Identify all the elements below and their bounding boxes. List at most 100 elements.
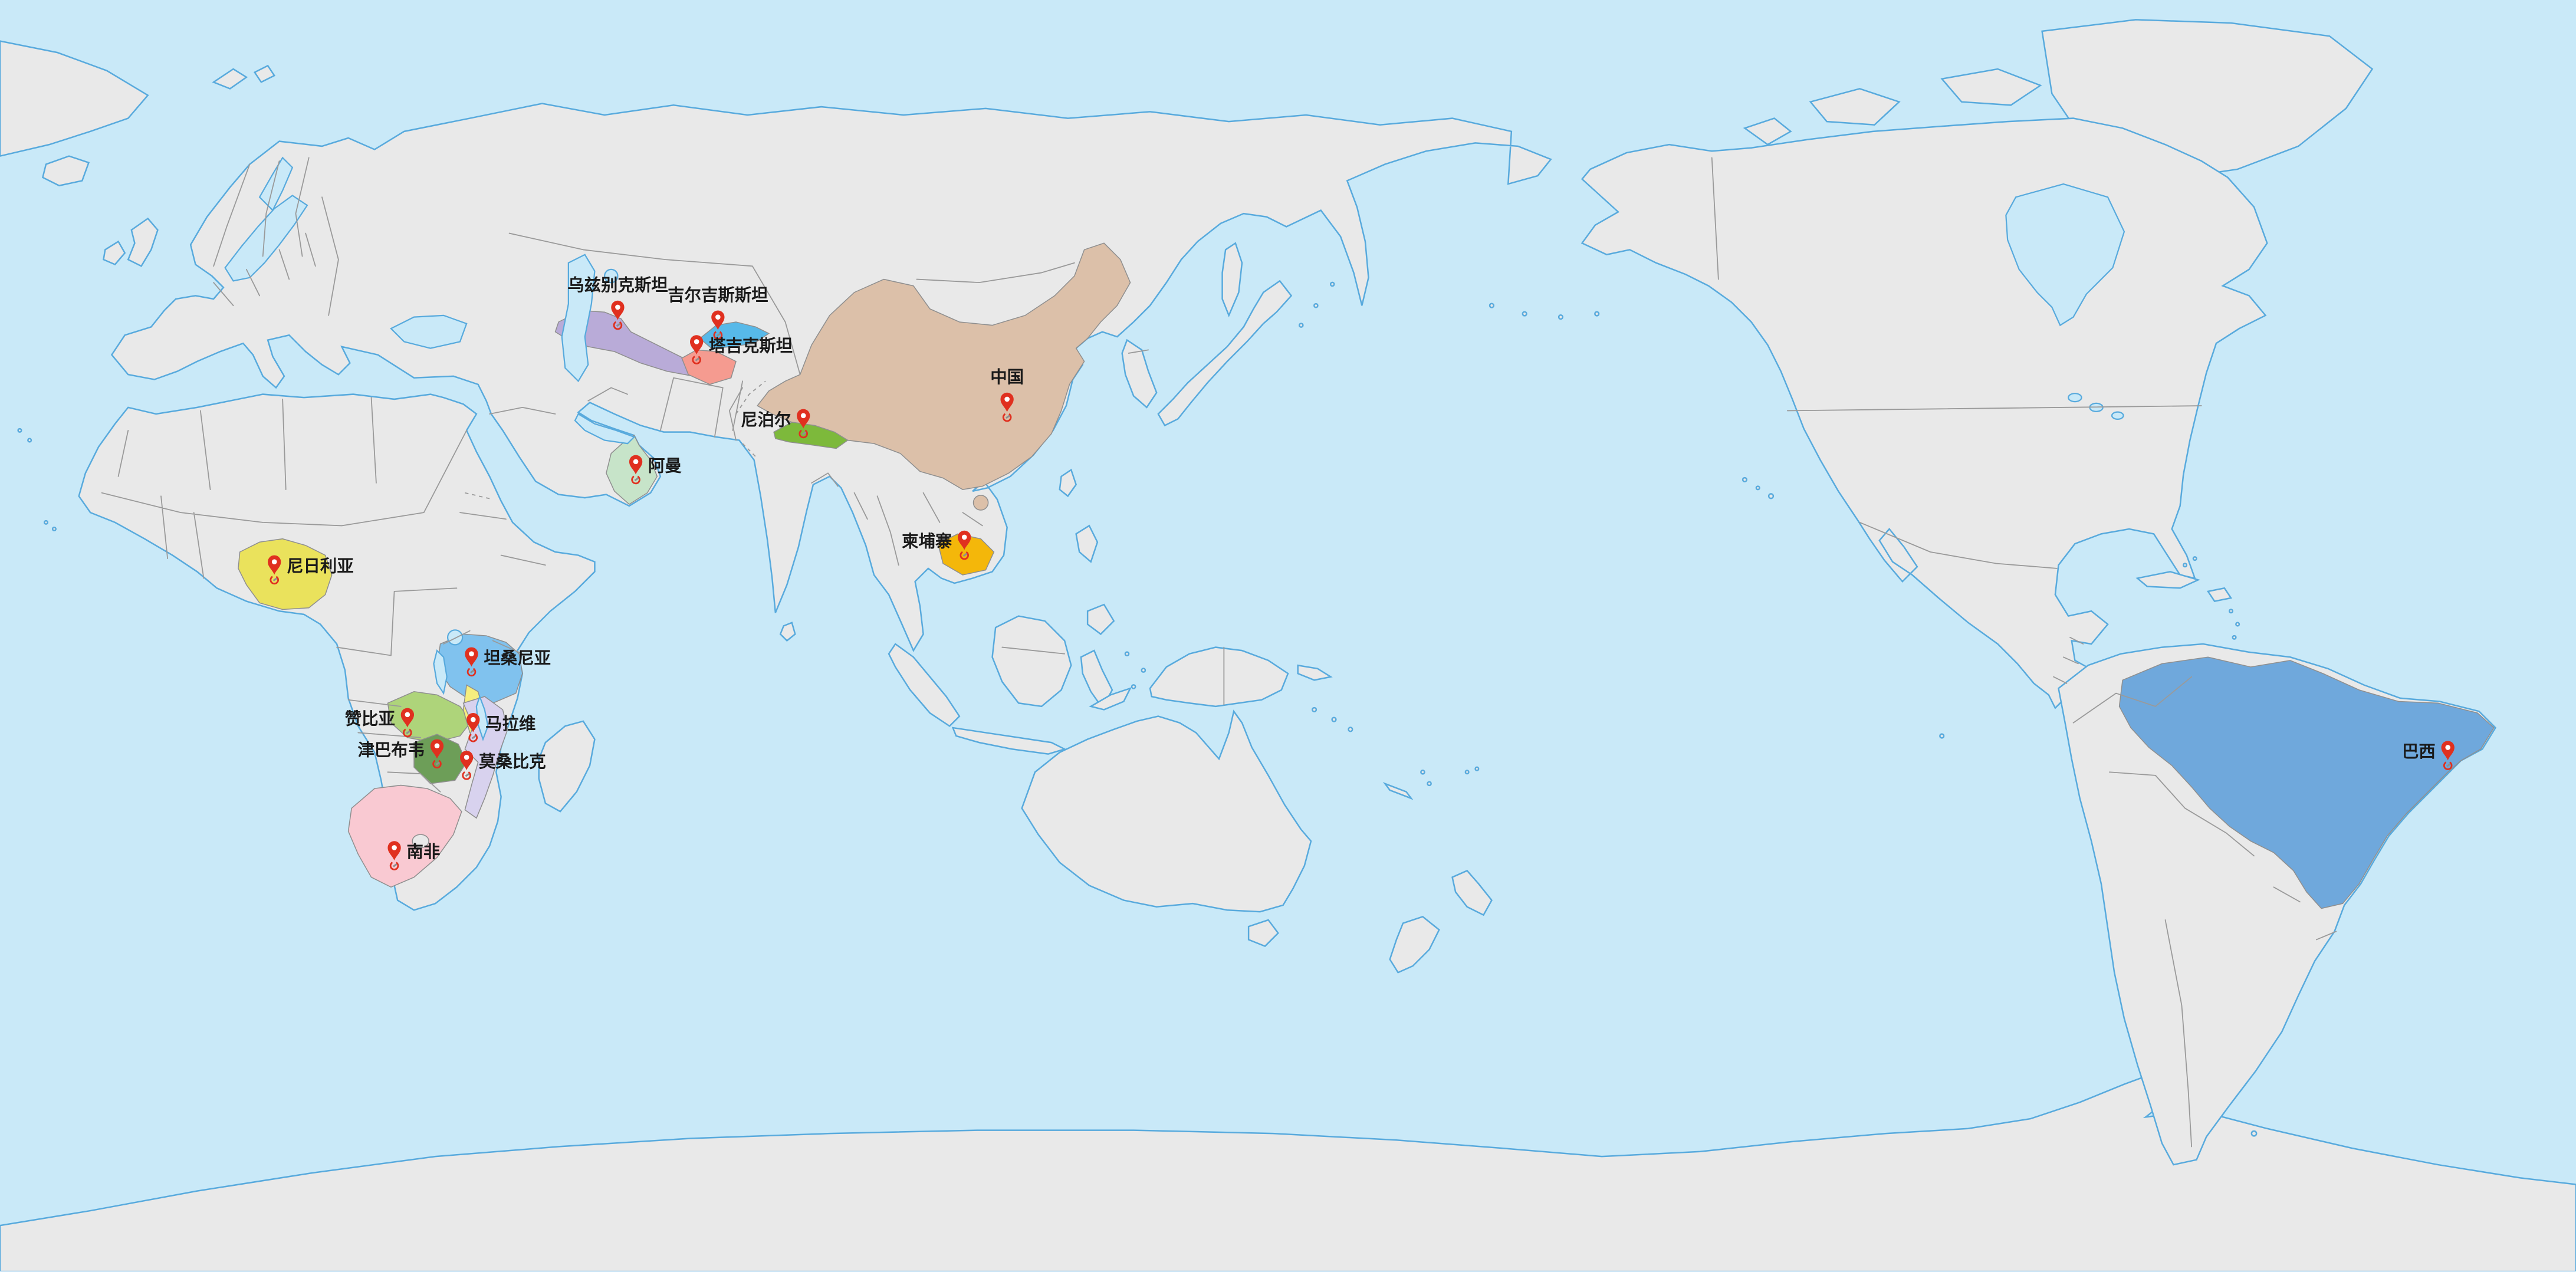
arctic-islands — [1743, 68, 2042, 146]
new-zealand-north — [1451, 869, 1493, 916]
new-zealand-south — [1389, 916, 1440, 974]
location-pin-icon[interactable] — [690, 335, 704, 355]
anchor-mark-icon — [716, 333, 721, 337]
country-label-mozambique: 莫桑比克 — [479, 752, 546, 771]
great-lake-1 — [2068, 393, 2082, 403]
location-pin-icon[interactable] — [466, 712, 480, 732]
country-shape-tanzania[interactable] — [436, 633, 523, 704]
greenland-east — [0, 40, 149, 157]
korea-peninsula — [1121, 338, 1158, 409]
persian-gulf — [574, 413, 636, 445]
anchor-ring-icon — [960, 550, 970, 560]
location-pin-icon[interactable] — [465, 647, 478, 667]
pin-hole-icon — [800, 413, 806, 419]
location-pin-icon[interactable] — [400, 708, 415, 728]
country-shape-china-hainan[interactable] — [972, 495, 989, 511]
map-pin-oman[interactable]: 阿曼 — [629, 455, 682, 485]
caspian-sea — [561, 254, 596, 383]
map-pin-uzbekistan[interactable]: 乌兹别克斯坦 — [567, 275, 668, 330]
location-pin-icon[interactable] — [611, 300, 625, 320]
anchor-ring-icon — [2443, 761, 2453, 770]
map-pin-nepal[interactable]: 尼泊尔 — [741, 409, 810, 439]
anchor-mark-icon — [406, 730, 410, 735]
anchor-ring-icon — [713, 330, 723, 340]
map-pin-kyrgyzstan[interactable]: 吉尔吉斯斯坦 — [668, 285, 768, 340]
map-pin-nigeria[interactable]: 尼日利亚 — [268, 555, 354, 586]
island-sri-lanka — [779, 622, 796, 642]
location-pin-icon[interactable] — [797, 409, 810, 429]
anchor-mark-icon — [2446, 763, 2451, 767]
map-pin-malawi[interactable]: 马拉维 — [466, 712, 535, 743]
country-label-south-africa: 南非 — [406, 842, 440, 862]
island-ireland — [103, 240, 126, 266]
island-timor — [1089, 687, 1132, 711]
country-label-cambodia: 柬埔寨 — [902, 532, 952, 551]
country-label-kyrgyzstan: 吉尔吉斯斯坦 — [668, 285, 768, 305]
anchor-mark-icon — [616, 323, 621, 327]
country-label-tajikistan: 塔吉克斯坦 — [709, 336, 793, 356]
map-pin-tajikistan[interactable]: 塔吉克斯坦 — [690, 335, 793, 365]
map-pin-south-africa[interactable]: 南非 — [387, 841, 440, 871]
country-label-brazil: 巴西 — [2402, 742, 2436, 761]
pin-hole-icon — [405, 712, 410, 718]
location-pin-icon[interactable] — [430, 739, 444, 759]
location-pin-icon[interactable] — [2441, 741, 2455, 761]
country-label-nepal: 尼泊尔 — [741, 410, 791, 429]
country-shape-lesotho-enclave — [412, 834, 429, 849]
island-borneo — [991, 615, 1072, 708]
anchor-mark-icon — [272, 577, 278, 581]
country-shape-zimbabwe[interactable] — [413, 734, 468, 784]
country-label-china: 中国 — [990, 367, 1024, 387]
pin-hole-icon — [961, 534, 967, 540]
island-madagascar — [538, 720, 596, 813]
disputed-borders — [465, 380, 766, 500]
country-shape-tajikistan[interactable] — [681, 349, 737, 385]
pin-hole-icon — [633, 459, 639, 465]
location-pin-icon[interactable] — [1000, 392, 1014, 412]
country-shape-zambia[interactable] — [387, 691, 472, 743]
pin-hole-icon — [469, 651, 474, 657]
country-label-zimbabwe: 津巴布韦 — [357, 740, 425, 760]
location-pin-icon[interactable] — [629, 455, 643, 475]
map-pin-zambia[interactable]: 赞比亚 — [345, 708, 415, 738]
pin-hole-icon — [2445, 745, 2451, 750]
island-taiwan — [1059, 468, 1077, 498]
location-pin-icon[interactable] — [711, 310, 725, 330]
map-pin-brazil[interactable]: 巴西 — [2402, 741, 2455, 771]
country-shape-kyrgyzstan[interactable] — [699, 321, 770, 349]
map-pin-china[interactable]: 中国 — [990, 367, 1024, 422]
lake-tanganyika — [433, 649, 448, 695]
country-label-uzbekistan: 乌兹别克斯坦 — [567, 275, 668, 295]
country-label-zambia: 赞比亚 — [345, 709, 395, 728]
anchor-mark-icon — [634, 477, 639, 482]
island-tasmania — [1247, 919, 1279, 948]
anchor-mark-icon — [1006, 415, 1010, 419]
pin-hole-icon — [464, 754, 469, 760]
small-islands — [17, 281, 2258, 1137]
location-pin-icon[interactable] — [958, 530, 971, 550]
lakes-layer — [224, 156, 2125, 741]
island-sakhalin — [1221, 242, 1243, 318]
map-pin-tanzania[interactable]: 坦桑尼亚 — [465, 647, 551, 678]
location-pin-icon[interactable] — [268, 555, 281, 575]
island-new-guinea — [1149, 646, 1289, 708]
island-new-caledonia — [1382, 782, 1414, 800]
country-shape-brazil[interactable] — [2118, 656, 2495, 909]
pin-hole-icon — [434, 743, 440, 749]
island-new-britain — [1297, 664, 1333, 681]
country-label-malawi: 马拉维 — [485, 714, 535, 734]
anchor-ring-icon — [1002, 412, 1012, 422]
continent-australia — [1021, 709, 1312, 913]
country-borders — [101, 157, 2337, 1148]
lake-malawi — [475, 694, 489, 741]
map-pin-zimbabwe[interactable]: 津巴布韦 — [357, 739, 444, 770]
location-pin-icon[interactable] — [387, 841, 401, 861]
island-mindanao — [1086, 603, 1115, 635]
map-pin-cambodia[interactable]: 柬埔寨 — [902, 530, 971, 561]
location-pin-icon[interactable] — [460, 751, 474, 770]
country-shape-nigeria[interactable] — [238, 538, 333, 610]
country-shape-south-africa[interactable] — [347, 784, 462, 888]
hudson-bay — [2005, 183, 2125, 327]
lake-victoria — [446, 629, 464, 646]
